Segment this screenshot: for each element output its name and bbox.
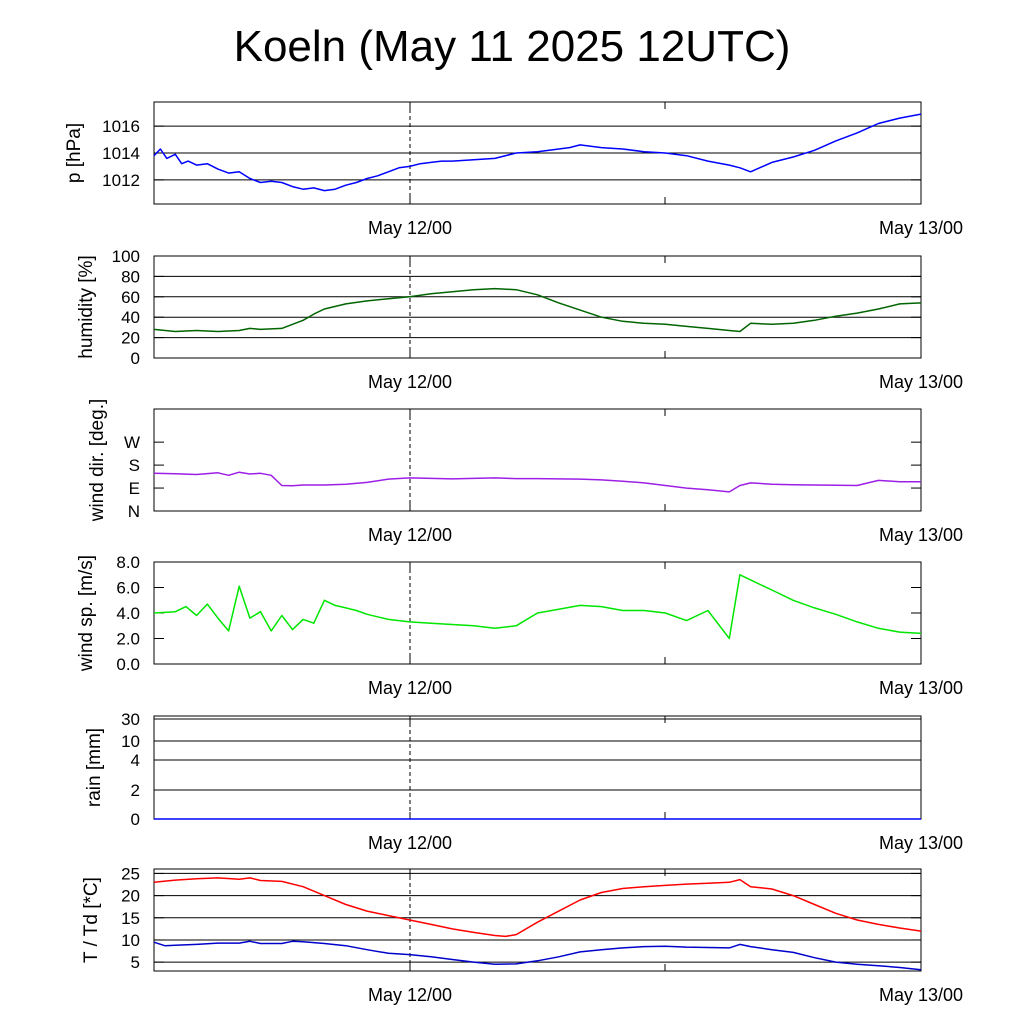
wind-direction-xtick-label: May 13/00 bbox=[879, 525, 963, 545]
humidity-ytick-label: 60 bbox=[121, 288, 140, 307]
wind-speed-series-line-0 bbox=[153, 574, 922, 640]
rain-ytick-label: 2 bbox=[131, 781, 140, 800]
wind-direction-frame bbox=[153, 408, 922, 512]
wind-direction-ytick-label: S bbox=[129, 456, 140, 475]
temperature-dewpoint-ytick-label: 25 bbox=[121, 864, 140, 883]
wind-speed-ylabel: wind sp. [m/s] bbox=[76, 555, 97, 672]
rain-xtick-label: May 12/00 bbox=[368, 833, 452, 853]
chart-title: Koeln (May 11 2025 12UTC) bbox=[233, 22, 791, 71]
wind-direction-ylabel: wind dir. [deg.] bbox=[87, 399, 108, 523]
wind-speed-ytick-label: 0.0 bbox=[116, 655, 140, 674]
rain-xtick-label: May 13/00 bbox=[879, 833, 963, 853]
humidity-frame bbox=[153, 255, 922, 359]
rain-ytick-label: 10 bbox=[121, 732, 140, 751]
temperature-dewpoint-ytick-label: 10 bbox=[121, 931, 140, 950]
wind-direction-xtick-label: May 12/00 bbox=[368, 525, 452, 545]
humidity-xtick-label: May 13/00 bbox=[879, 372, 963, 392]
humidity-ytick-label: 20 bbox=[121, 329, 140, 348]
pressure-xtick-label: May 12/00 bbox=[368, 218, 452, 238]
wind-speed-xtick-label: May 13/00 bbox=[879, 678, 963, 698]
wind-speed-xtick-label: May 12/00 bbox=[368, 678, 452, 698]
pressure-ylabel: p [hPa] bbox=[64, 123, 85, 183]
humidity-ytick-label: 0 bbox=[131, 349, 140, 368]
wind-speed-ytick-label: 8.0 bbox=[116, 553, 140, 572]
wind-direction-ytick-label: W bbox=[124, 433, 140, 452]
wind-direction-series-line-0 bbox=[153, 471, 921, 493]
temperature-dewpoint-frame bbox=[153, 868, 922, 972]
rain-ytick-label: 0 bbox=[131, 810, 140, 829]
temperature-dewpoint-ytick-label: 5 bbox=[131, 953, 140, 972]
wind-speed-ytick-label: 6.0 bbox=[116, 579, 140, 598]
humidity-series-line-0 bbox=[153, 287, 922, 333]
pressure-xtick-label: May 13/00 bbox=[879, 218, 963, 238]
humidity-ytick-label: 80 bbox=[121, 267, 140, 286]
rain-ytick-label: 30 bbox=[121, 710, 140, 729]
temperature-dewpoint-series-line-0 bbox=[153, 877, 922, 938]
temperature-dewpoint-xtick-label: May 13/00 bbox=[879, 985, 963, 1005]
temperature-dewpoint-ytick-label: 15 bbox=[121, 909, 140, 928]
temperature-dewpoint-xtick-label: May 12/00 bbox=[368, 985, 452, 1005]
humidity-xtick-label: May 12/00 bbox=[368, 372, 452, 392]
humidity-ytick-label: 100 bbox=[112, 247, 140, 266]
pressure-series-line-0 bbox=[153, 113, 922, 192]
pressure-ytick-label: 1014 bbox=[102, 144, 140, 163]
pressure-ytick-label: 1012 bbox=[102, 171, 140, 190]
rain-frame bbox=[153, 715, 922, 820]
wind-direction-ytick-label: E bbox=[129, 479, 140, 498]
temperature-dewpoint-series-line-1 bbox=[153, 940, 922, 971]
wind-speed-ytick-label: 2.0 bbox=[116, 630, 140, 649]
wind-speed-ytick-label: 4.0 bbox=[116, 604, 140, 623]
wind-direction-ytick-label: N bbox=[128, 502, 140, 521]
temperature-dewpoint-ylabel: T / Td [*C] bbox=[81, 877, 102, 963]
pressure-ytick-label: 1016 bbox=[102, 117, 140, 136]
rain-ylabel: rain [mm] bbox=[84, 728, 105, 807]
humidity-ylabel: humidity [%] bbox=[76, 255, 97, 358]
rain-ytick-label: 4 bbox=[131, 751, 140, 770]
temperature-dewpoint-ytick-label: 20 bbox=[121, 887, 140, 906]
humidity-ytick-label: 40 bbox=[121, 308, 140, 327]
